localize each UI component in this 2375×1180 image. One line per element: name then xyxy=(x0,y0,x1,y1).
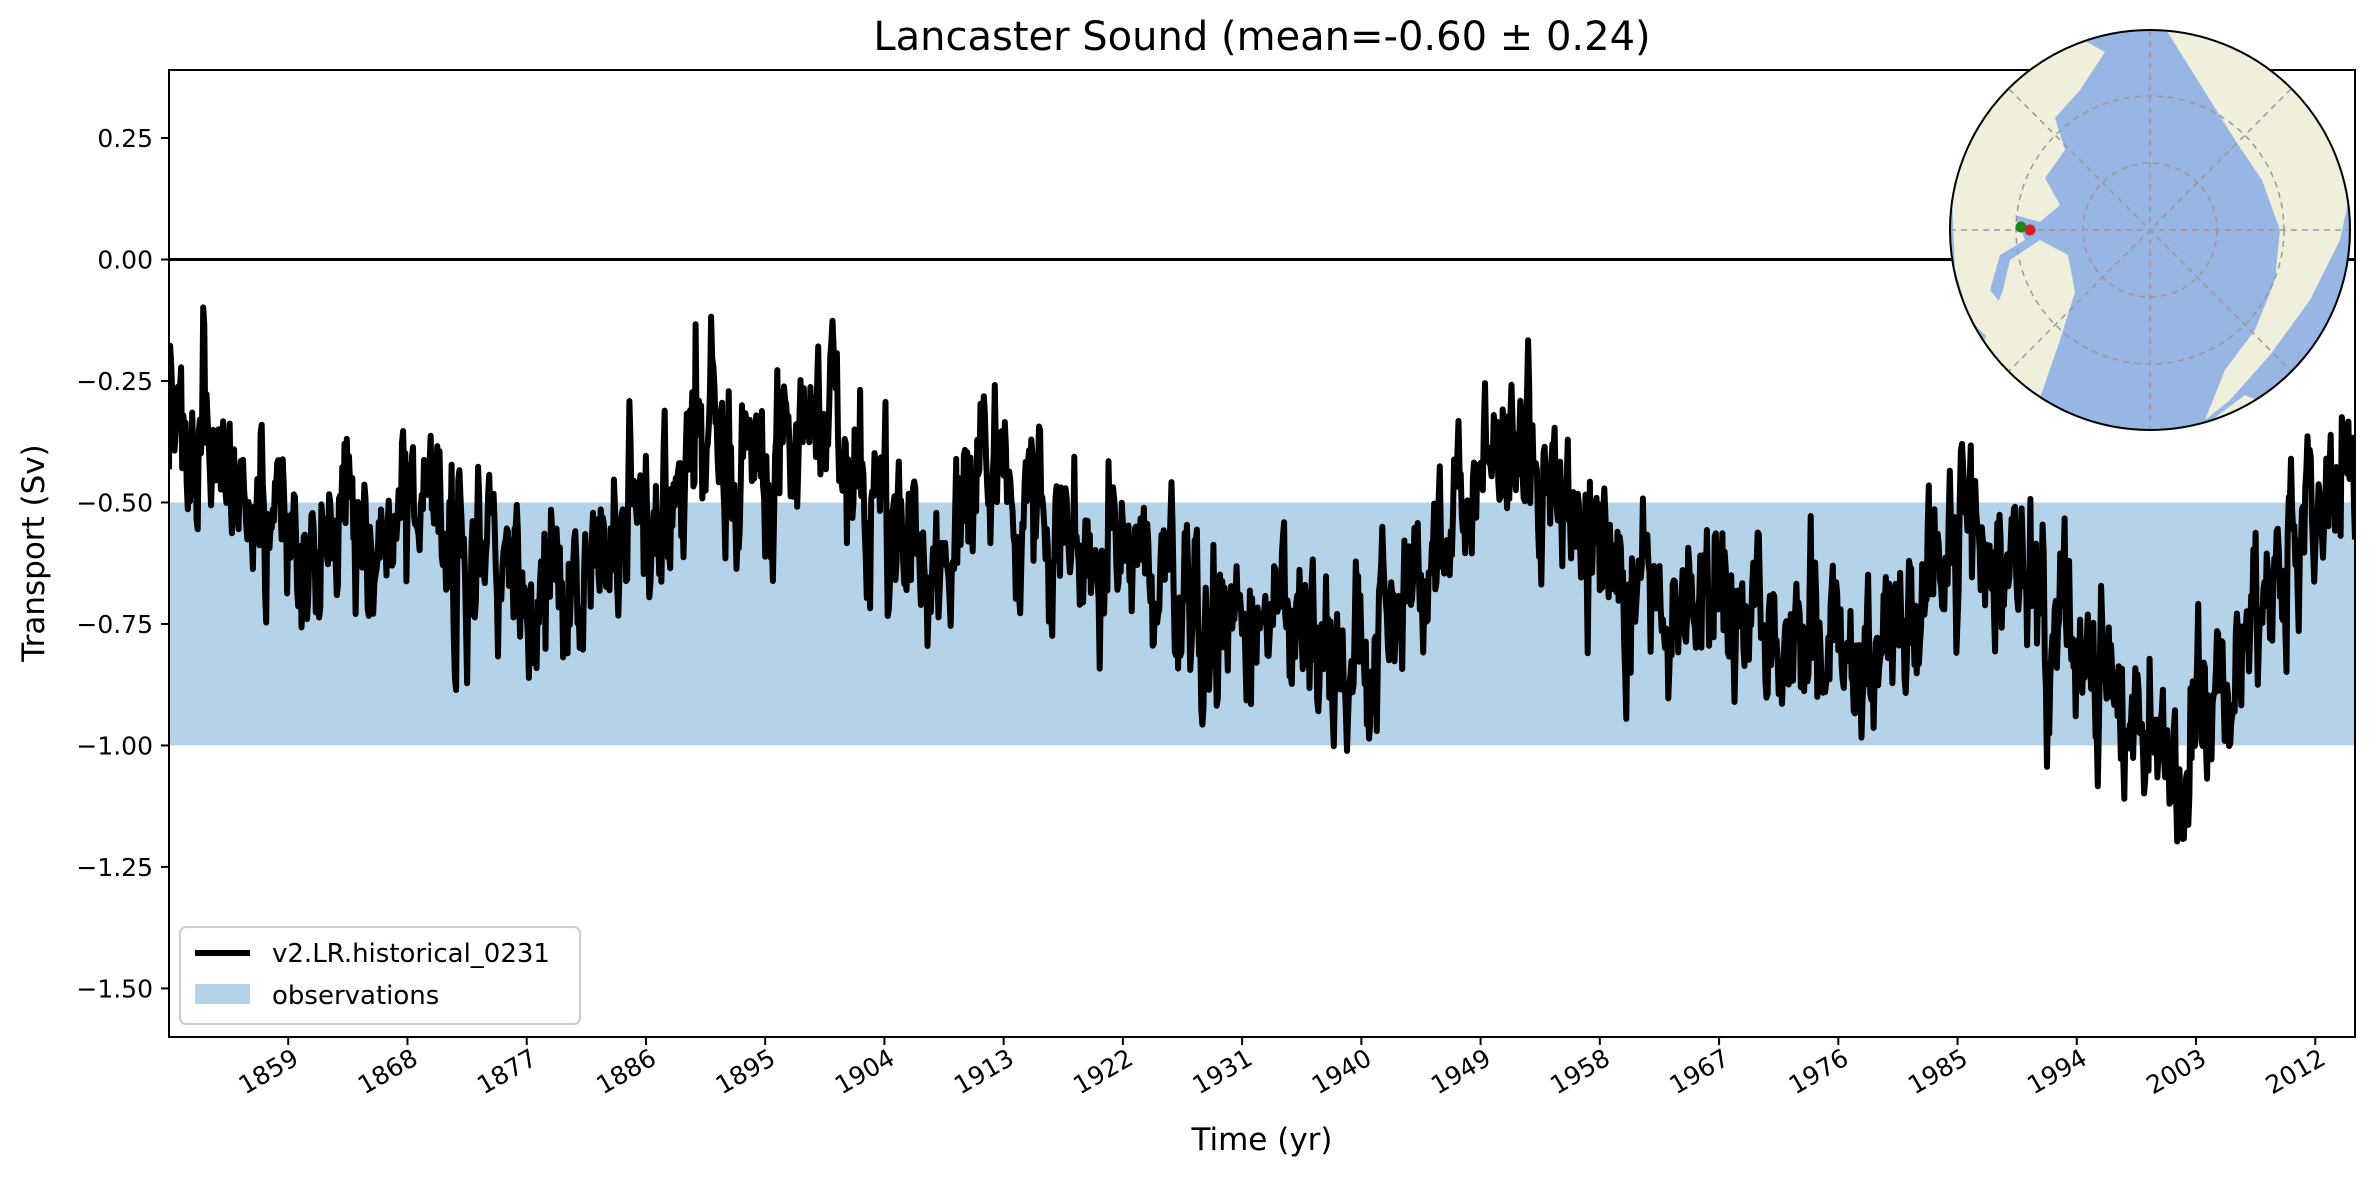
legend-swatch-observations xyxy=(195,984,250,1004)
y-axis-ticks: 0.25 0.00 −0.25 −0.50 −0.75 −1.00 −1.25 −1.50 xyxy=(76,124,169,1003)
x-tick-label: 2012 xyxy=(2261,1043,2331,1100)
y-tick-label: −0.75 xyxy=(76,610,153,639)
x-tick-label: 1886 xyxy=(591,1043,661,1100)
series-line-v2-lr-historical-0231 xyxy=(169,304,2355,845)
legend: v2.LR.historical_0231 observations xyxy=(179,926,581,1025)
y-tick-label: −0.50 xyxy=(76,488,153,517)
y-tick-label: −1.25 xyxy=(76,853,153,882)
map-land-americas xyxy=(1950,38,2105,345)
x-tick-label: 1913 xyxy=(949,1043,1019,1100)
y-tick-label: 0.25 xyxy=(97,124,153,153)
inset-polar-map xyxy=(1949,29,2351,431)
x-tick-label: 1877 xyxy=(472,1043,542,1100)
x-tick-label: 1958 xyxy=(1545,1043,1615,1100)
plot-frame xyxy=(168,69,2356,1038)
x-tick-label: 1931 xyxy=(1188,1043,1258,1100)
legend-label-series: v2.LR.historical_0231 xyxy=(272,939,550,969)
x-axis-label: Time (yr) xyxy=(1191,1122,1333,1158)
chart-title: Lancaster Sound (mean=-0.60 ± 0.24) xyxy=(873,14,1650,60)
x-tick-label: 2003 xyxy=(2141,1043,2211,1100)
x-tick-label: 1904 xyxy=(830,1043,900,1100)
map-marker-red xyxy=(2024,224,2036,236)
legend-label-observations: observations xyxy=(272,981,439,1011)
x-tick-label: 1976 xyxy=(1784,1043,1854,1100)
y-tick-label: −1.00 xyxy=(76,731,153,760)
y-tick-label: −0.25 xyxy=(76,367,153,396)
x-tick-label: 1922 xyxy=(1068,1043,1138,1100)
x-tick-label: 1940 xyxy=(1307,1043,1377,1100)
x-tick-label: 1868 xyxy=(353,1043,423,1100)
x-tick-label: 1859 xyxy=(234,1043,304,1100)
plot-area xyxy=(169,258,2355,845)
x-tick-label: 1994 xyxy=(2022,1043,2092,1100)
x-tick-label: 1949 xyxy=(1426,1043,1496,1100)
y-tick-label: 0.00 xyxy=(97,246,153,275)
y-axis-label: Transport (Sv) xyxy=(16,444,52,663)
x-tick-label: 1985 xyxy=(1903,1043,1973,1100)
x-tick-label: 1895 xyxy=(711,1043,781,1100)
x-tick-label: 1967 xyxy=(1664,1043,1734,1100)
y-tick-label: −1.50 xyxy=(76,974,153,1003)
map-gridlines xyxy=(1950,30,2350,430)
map-land-eurasia xyxy=(2160,30,2350,420)
legend-box xyxy=(179,926,581,1025)
map-marker-green xyxy=(2015,221,2027,233)
x-axis-ticks: 1859 1868 1877 1886 1895 1904 1913 1922 1931 1940… xyxy=(234,1037,2331,1100)
map-outline xyxy=(1949,29,2351,431)
